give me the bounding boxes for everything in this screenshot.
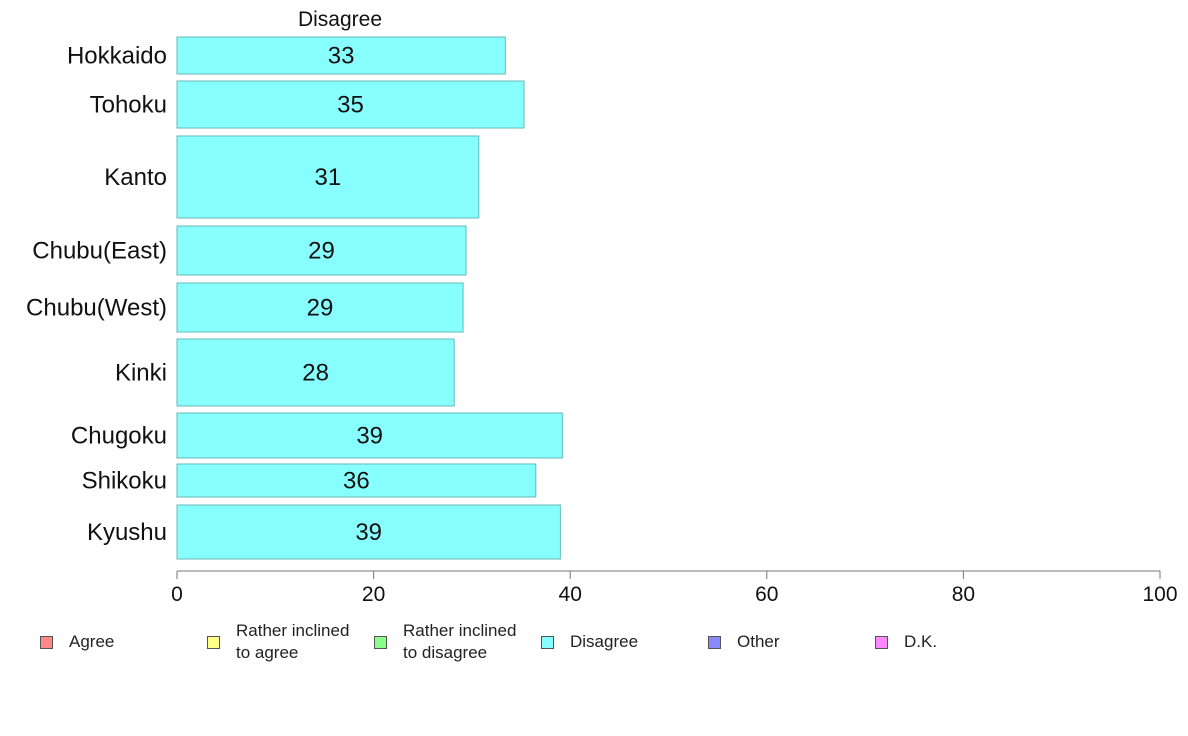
data-label: 29 bbox=[307, 295, 334, 322]
data-label: 35 bbox=[337, 92, 364, 119]
legend-swatch bbox=[875, 635, 888, 649]
category-label: Chubu(West) bbox=[26, 295, 167, 322]
bar-shikoku bbox=[176, 463, 537, 498]
legend-item: D.K. bbox=[875, 620, 937, 664]
legend-label: Rather inclined to disagree bbox=[403, 621, 517, 662]
x-tick-label: 40 bbox=[559, 583, 582, 606]
legend-label: Agree bbox=[69, 632, 115, 651]
x-tick-label: 60 bbox=[755, 583, 778, 606]
legend-item: Agree bbox=[40, 620, 114, 664]
bar-chubu-west- bbox=[176, 282, 464, 333]
bar-chugoku bbox=[176, 412, 563, 459]
legend-item: Rather inclined to agree bbox=[207, 620, 349, 664]
x-axis: 0 20 40 60 80 100 bbox=[171, 570, 1178, 606]
data-label: 29 bbox=[308, 238, 335, 265]
legend-item: Other bbox=[708, 620, 780, 664]
x-tick-label: 80 bbox=[952, 583, 975, 606]
bar-hokkaido bbox=[176, 36, 506, 75]
data-label: 39 bbox=[355, 519, 382, 546]
category-label: Kyushu bbox=[87, 519, 167, 546]
data-label: 33 bbox=[328, 43, 355, 70]
category-label: Chubu(East) bbox=[32, 238, 167, 265]
legend-label: Rather inclined to agree bbox=[236, 621, 350, 662]
chart-title: Disagree bbox=[298, 8, 382, 31]
legend-swatch bbox=[374, 635, 387, 649]
category-label: Tohoku bbox=[90, 92, 167, 119]
category-label: Shikoku bbox=[82, 468, 167, 495]
legend-item: Disagree bbox=[541, 620, 638, 664]
data-label: 31 bbox=[315, 164, 342, 191]
legend-label: Other bbox=[737, 632, 780, 651]
category-label: Kinki bbox=[115, 360, 167, 387]
bar-tohoku bbox=[176, 80, 525, 129]
bar-kanto bbox=[176, 135, 480, 219]
legend-swatch bbox=[541, 635, 554, 649]
x-tick-label: 20 bbox=[362, 583, 385, 606]
bar-kinki bbox=[176, 338, 455, 407]
data-label: 36 bbox=[343, 468, 370, 495]
category-label: Kanto bbox=[104, 164, 167, 191]
category-label: Chugoku bbox=[71, 423, 167, 450]
bar-kyushu bbox=[176, 504, 561, 560]
data-label: 39 bbox=[356, 423, 383, 450]
legend-swatch bbox=[207, 635, 220, 649]
category-label: Hokkaido bbox=[67, 43, 167, 70]
x-tick-label: 0 bbox=[171, 583, 183, 606]
legend-swatch bbox=[708, 635, 721, 649]
bars-group: 33 Hokkaido 35 Tohoku 31 Kanto 29 Chubu(East) 29… bbox=[26, 36, 563, 560]
bar-chubu-east- bbox=[176, 225, 467, 276]
legend: Agree Rather inclined to agree Rather incl… bbox=[0, 620, 1188, 670]
legend-item: Rather inclined to disagree bbox=[374, 620, 516, 664]
legend-label: D.K. bbox=[904, 632, 938, 651]
data-label: 28 bbox=[302, 360, 329, 387]
chart: Disagree 33 Hokkaido 35 Tohoku 31 Kanto 29 Chub… bbox=[26, 8, 1178, 606]
x-tick-label: 100 bbox=[1142, 583, 1177, 606]
legend-label: Disagree bbox=[570, 632, 639, 651]
legend-swatch bbox=[40, 635, 53, 649]
